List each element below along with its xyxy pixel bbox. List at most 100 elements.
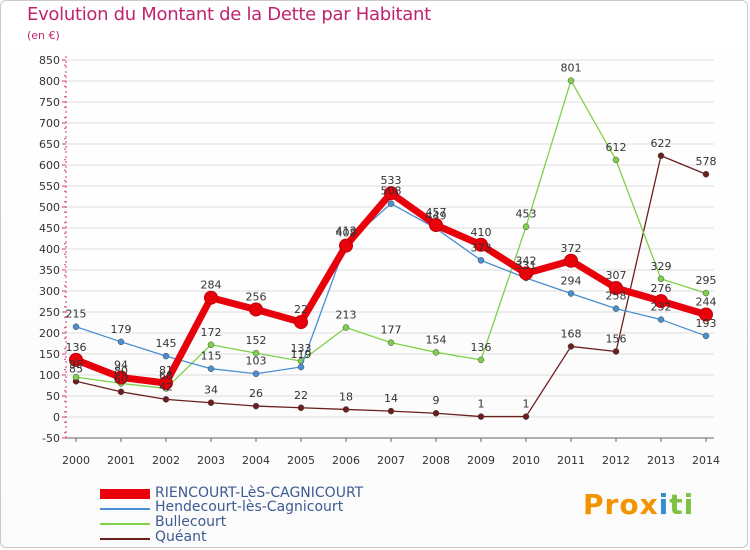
data-point bbox=[114, 370, 128, 385]
data-label: 94 bbox=[114, 359, 128, 372]
data-point bbox=[159, 375, 173, 390]
x-tick-label: 2011 bbox=[557, 454, 585, 467]
y-tick-label: 50 bbox=[46, 390, 60, 403]
x-tick-label: 2008 bbox=[422, 454, 450, 467]
data-label: 276 bbox=[651, 282, 672, 295]
data-point bbox=[477, 257, 485, 264]
data-point bbox=[69, 352, 83, 367]
data-label: 508 bbox=[381, 185, 402, 198]
data-label: 34 bbox=[204, 384, 218, 397]
data-label: 258 bbox=[606, 290, 627, 303]
data-label: 307 bbox=[606, 269, 627, 282]
data-label: 193 bbox=[696, 317, 717, 330]
x-tick-label: 2007 bbox=[377, 454, 405, 467]
x-tick-label: 2000 bbox=[62, 454, 90, 467]
data-label: 136 bbox=[66, 341, 87, 354]
data-label: 612 bbox=[606, 141, 627, 154]
data-label: 168 bbox=[561, 327, 582, 340]
data-label: 622 bbox=[651, 137, 672, 150]
data-label: 453 bbox=[516, 208, 537, 221]
legend-swatch-bullecourt bbox=[100, 523, 150, 525]
data-point bbox=[612, 348, 620, 355]
y-tick-label: 150 bbox=[39, 348, 60, 361]
x-tick-label: 2003 bbox=[197, 454, 225, 467]
legend-swatch-hendecourt bbox=[100, 508, 150, 510]
y-tick-label: 600 bbox=[39, 159, 60, 172]
data-point bbox=[207, 341, 215, 349]
data-point bbox=[702, 289, 710, 297]
x-tick-label: 2014 bbox=[692, 454, 720, 467]
data-point bbox=[297, 363, 305, 371]
chart-unit-label: (en €) bbox=[27, 29, 60, 42]
x-tick-label: 2004 bbox=[242, 454, 270, 467]
legend-swatch-queant bbox=[100, 538, 150, 540]
data-label: 133 bbox=[291, 342, 312, 355]
data-label: 244 bbox=[696, 296, 717, 309]
data-point bbox=[387, 339, 395, 346]
data-point bbox=[297, 404, 305, 412]
data-label: 457 bbox=[426, 206, 447, 219]
data-point bbox=[432, 409, 440, 417]
legend-swatch-riencourt bbox=[100, 489, 150, 499]
y-tick-label: 800 bbox=[39, 75, 60, 88]
data-label: 145 bbox=[156, 337, 177, 350]
data-point bbox=[477, 413, 485, 420]
y-tick-label: 300 bbox=[39, 285, 60, 298]
data-point bbox=[249, 302, 263, 317]
y-tick-label: 250 bbox=[39, 306, 60, 319]
data-label: 256 bbox=[246, 290, 267, 303]
data-label: 154 bbox=[426, 333, 447, 346]
logo-letter: i bbox=[658, 488, 670, 521]
x-tick-label: 2009 bbox=[467, 454, 495, 467]
data-label: 329 bbox=[651, 260, 672, 273]
data-label: 136 bbox=[471, 341, 492, 354]
data-label: 80 bbox=[114, 364, 128, 377]
y-tick-label: 850 bbox=[39, 54, 60, 67]
data-point bbox=[657, 275, 665, 283]
data-label: 533 bbox=[381, 174, 402, 187]
proxiti-logo: Proxiti bbox=[583, 488, 694, 521]
data-label: 68 bbox=[159, 369, 173, 382]
logo-letter: P bbox=[583, 488, 605, 521]
y-tick-label: 700 bbox=[39, 117, 60, 130]
data-point bbox=[117, 388, 125, 396]
legend-label-bullecourt: Bullecourt bbox=[155, 514, 227, 530]
data-point bbox=[522, 223, 530, 230]
data-point bbox=[117, 338, 125, 346]
data-label: 284 bbox=[201, 279, 222, 292]
y-tick-label: 450 bbox=[39, 222, 60, 235]
data-point bbox=[162, 396, 170, 403]
data-point bbox=[657, 316, 665, 323]
data-point bbox=[252, 349, 260, 357]
data-label: 119 bbox=[291, 348, 312, 361]
data-label: 372 bbox=[561, 242, 582, 255]
data-label: 177 bbox=[381, 324, 402, 337]
data-label: 1 bbox=[478, 398, 485, 411]
legend-label-hendecourt: Hendecourt-lès-Cagnicourt bbox=[155, 499, 344, 515]
data-label: 60 bbox=[114, 373, 128, 386]
data-label: 18 bbox=[339, 390, 353, 403]
data-point bbox=[657, 152, 665, 160]
y-tick-label: 100 bbox=[39, 369, 60, 382]
data-point bbox=[72, 373, 80, 381]
data-label: 215 bbox=[66, 308, 87, 321]
data-point bbox=[654, 294, 668, 309]
x-tick-label: 2012 bbox=[602, 454, 630, 467]
data-label: 9 bbox=[433, 394, 440, 407]
chart-title: Evolution du Montant de la Dette par Hab… bbox=[27, 4, 431, 25]
data-point bbox=[609, 281, 623, 296]
x-tick-label: 2001 bbox=[107, 454, 135, 467]
data-point bbox=[429, 218, 443, 233]
x-tick-label: 2005 bbox=[287, 454, 315, 467]
data-label: 42 bbox=[159, 380, 173, 393]
y-tick-label: 200 bbox=[39, 327, 60, 340]
data-label: 342 bbox=[516, 254, 537, 267]
data-point bbox=[252, 402, 260, 410]
x-tick-label: 2010 bbox=[512, 454, 540, 467]
data-label: 95 bbox=[69, 358, 83, 371]
data-label: 26 bbox=[249, 387, 263, 400]
data-label: 295 bbox=[696, 274, 717, 287]
x-tick-label: 2013 bbox=[647, 454, 675, 467]
data-label: 801 bbox=[561, 62, 582, 75]
data-label: 413 bbox=[336, 225, 357, 238]
